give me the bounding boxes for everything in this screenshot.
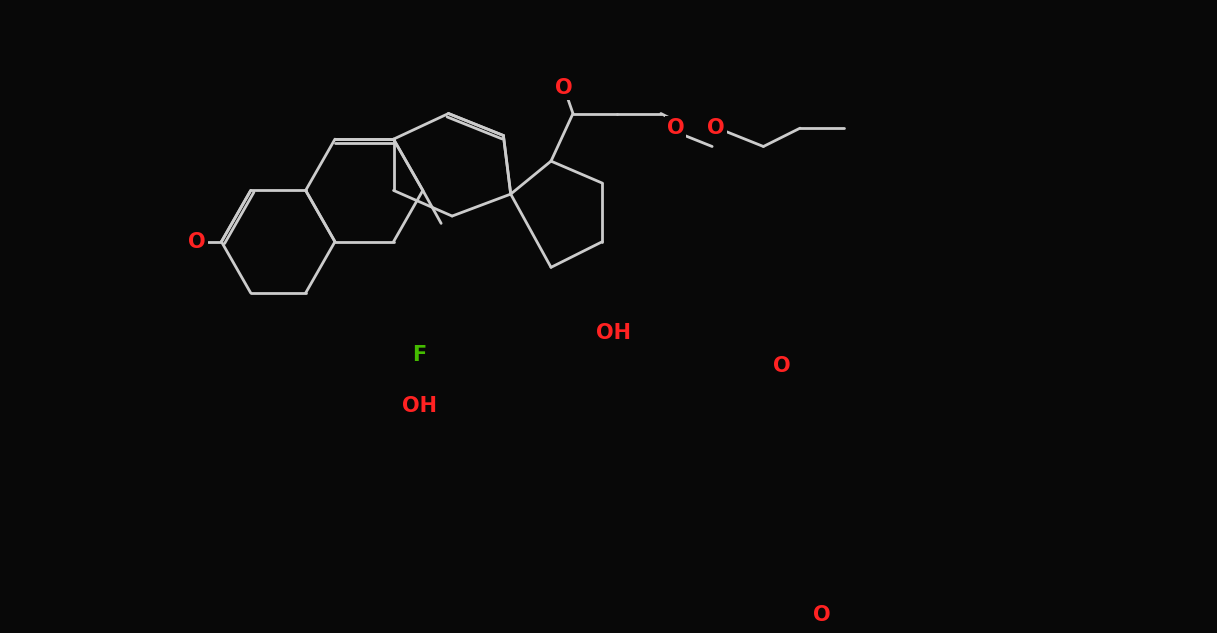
Text: O: O [813,605,831,625]
Text: O: O [555,78,572,98]
Text: OH: OH [402,396,437,417]
Text: F: F [413,345,426,365]
Text: OH: OH [596,323,630,343]
Text: O: O [189,232,206,252]
Text: O: O [667,118,684,138]
Text: O: O [707,118,724,138]
Text: O: O [773,356,791,376]
